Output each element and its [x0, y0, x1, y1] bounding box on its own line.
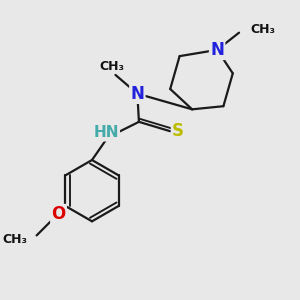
- Text: O: O: [51, 205, 66, 223]
- Text: S: S: [172, 122, 184, 140]
- Text: N: N: [210, 41, 224, 59]
- Text: N: N: [130, 85, 144, 103]
- Text: HN: HN: [93, 125, 119, 140]
- Text: CH₃: CH₃: [3, 233, 28, 246]
- Text: CH₃: CH₃: [99, 60, 124, 73]
- Text: CH₃: CH₃: [250, 23, 275, 36]
